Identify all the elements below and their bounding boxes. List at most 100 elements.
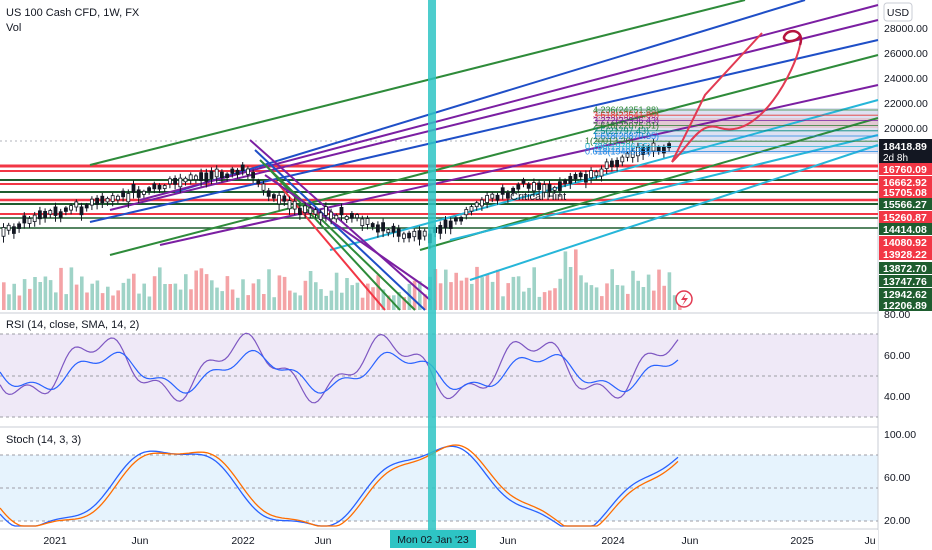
level-price-tags: 16760.0916662.9215705.0815566.2715260.87… <box>879 163 932 312</box>
candle-body <box>188 174 193 181</box>
volume-bar <box>298 295 302 310</box>
stoch-tick-100: 100.00 <box>884 429 916 441</box>
crosshair-vertical <box>428 0 436 550</box>
candle-body <box>448 220 453 229</box>
level-tag-value: 15705.08 <box>883 187 927 199</box>
rsi-line <box>0 332 679 404</box>
volume-bar <box>2 282 6 310</box>
volume-bars <box>2 249 682 310</box>
candle-body <box>396 228 401 237</box>
level-tag-value: 12942.62 <box>883 289 927 301</box>
volume-bar <box>95 280 100 310</box>
fib-levels <box>595 109 878 153</box>
time-label: Ju <box>864 535 875 547</box>
fib-label: 3.618(23541.80) <box>593 110 659 120</box>
candle-body <box>121 190 125 198</box>
currency-button[interactable] <box>883 2 913 22</box>
volume-bar <box>38 282 42 310</box>
lightning-icon[interactable] <box>675 290 693 308</box>
candle-body <box>495 194 500 201</box>
fib-label: 1.618(20870.35) <box>593 131 659 141</box>
candle-body <box>141 190 146 195</box>
volume-bar <box>204 274 209 310</box>
volume-bar <box>293 292 297 310</box>
volume-bar <box>152 276 157 310</box>
candle-body <box>334 214 339 220</box>
projection-arrow[interactable] <box>671 29 803 163</box>
volume-bar <box>574 249 578 310</box>
candle-body <box>469 206 474 212</box>
candle-body <box>152 183 157 190</box>
fib-label: 4.236(24251.88) <box>593 105 659 115</box>
volume-bar <box>657 269 661 310</box>
volume-bar <box>418 281 422 310</box>
volume-bar <box>28 288 32 310</box>
last-price-tag: 18418.89 2d 8h <box>879 139 932 164</box>
candle-body <box>167 178 172 185</box>
candle-body <box>105 197 110 203</box>
candle-body <box>240 164 245 172</box>
volume-bar <box>334 272 339 310</box>
volume-bar <box>542 292 547 310</box>
rsi-lines <box>0 332 679 404</box>
volume-bar <box>563 251 568 310</box>
volume-bar <box>33 277 37 310</box>
candle-body <box>589 170 593 179</box>
symbol-title[interactable]: US 100 Cash CFD, 1W, FX <box>6 7 140 19</box>
volume-bar <box>277 275 282 310</box>
volume-bar <box>355 282 360 310</box>
volume-bar <box>236 297 240 310</box>
candle-body <box>573 173 578 180</box>
fib-level-labels: 4.236(24251.88)3.618(23541.80)3.272(2293… <box>585 105 659 157</box>
volume-bar <box>600 296 604 310</box>
candle-body <box>27 218 32 224</box>
candle-body <box>74 201 79 208</box>
candle-body <box>308 207 313 214</box>
trend-line <box>174 0 806 193</box>
candle-body <box>401 233 406 239</box>
candle-body <box>6 224 11 231</box>
level-tag-value: 15566.27 <box>883 199 927 211</box>
candle-body <box>157 184 162 190</box>
volume-bar <box>225 276 230 310</box>
volume-indicator-label[interactable]: Vol <box>6 22 21 34</box>
trend-line <box>89 39 879 223</box>
trend-line <box>259 159 416 311</box>
level-tag-value: 12206.89 <box>883 300 927 312</box>
volume-bar <box>17 295 22 310</box>
fib-label: 1(20013.26) <box>585 136 634 146</box>
candle-body <box>69 205 73 211</box>
candle-body <box>297 207 302 216</box>
volume-bar <box>59 267 63 310</box>
volume-bar <box>173 283 178 310</box>
fib-label: 2.618(22075.91) <box>593 121 659 131</box>
candle-body <box>610 160 614 167</box>
candle-body <box>381 222 386 232</box>
volume-bar <box>80 276 84 310</box>
horizontal-levels[interactable] <box>0 164 878 229</box>
candle-body <box>349 213 354 219</box>
volume-bar <box>210 280 214 310</box>
candle-body <box>95 197 99 205</box>
volume-bar <box>199 268 204 310</box>
volume-bar <box>366 283 370 310</box>
volume-bar <box>100 293 105 310</box>
candle-body <box>225 173 230 179</box>
candle-body <box>261 183 266 191</box>
level-tag-bg <box>879 236 932 248</box>
volume-bar <box>350 285 354 310</box>
stoch-d-line <box>0 444 679 527</box>
volume-bar <box>132 273 136 310</box>
trend-line <box>469 144 879 281</box>
volume-bar <box>360 297 365 310</box>
volume-bar <box>386 295 391 310</box>
stoch-indicator-label[interactable]: Stoch (14, 3, 3) <box>6 434 81 446</box>
time-label: Jun <box>315 535 332 547</box>
volume-bar <box>106 286 110 310</box>
candle-body <box>479 199 484 207</box>
rsi-indicator-label[interactable]: RSI (14, close, SMA, 14, 2) <box>6 319 139 331</box>
candle-body <box>370 223 375 228</box>
volume-bar <box>667 272 672 310</box>
volume-bar <box>137 293 141 310</box>
